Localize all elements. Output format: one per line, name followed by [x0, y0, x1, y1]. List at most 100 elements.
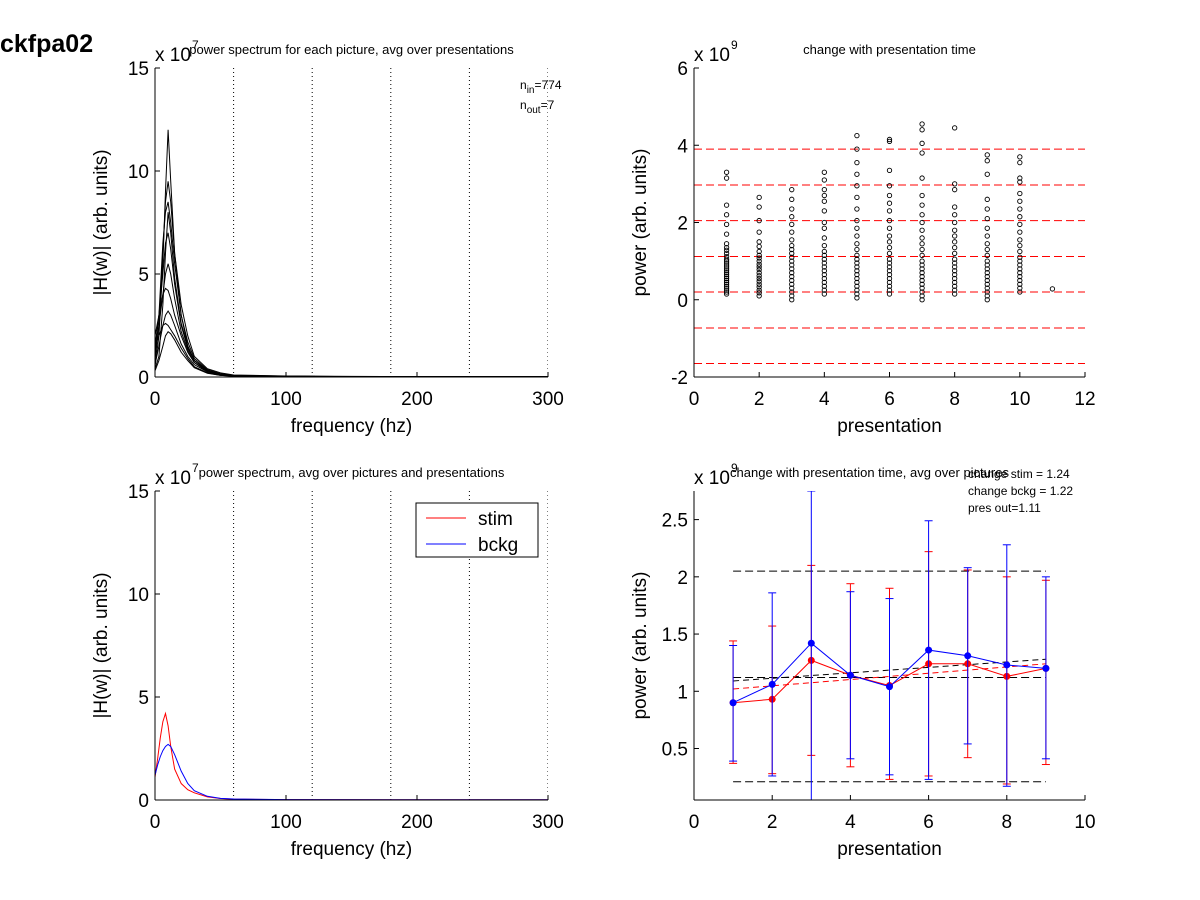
series-marker-bckg	[964, 652, 972, 660]
x-tick-label: 0	[689, 389, 700, 410]
scatter-point	[821, 177, 827, 183]
scatter-point	[854, 246, 860, 253]
scatter-point	[821, 268, 827, 274]
y-tick-label: 5	[138, 688, 149, 709]
scatter-point	[886, 233, 893, 239]
scatter-point	[723, 264, 730, 270]
scatter-point	[952, 268, 958, 274]
scatter-point	[1017, 266, 1023, 272]
scatter-point	[919, 121, 925, 127]
scatter-point	[952, 283, 958, 289]
scatter-point	[723, 262, 730, 268]
scatter-point	[984, 273, 990, 280]
scatter-point	[821, 287, 827, 293]
change-annotation: change stim = 1.24	[968, 467, 1070, 481]
scatter-point	[1017, 154, 1023, 160]
y-multiplier: x 10 7	[155, 461, 199, 489]
scatter-point	[723, 289, 730, 295]
scatter-point	[756, 273, 762, 279]
scatter-point	[919, 277, 925, 284]
series-line	[155, 181, 548, 377]
scatter-point	[756, 287, 762, 293]
x-tick-label: 200	[401, 389, 433, 410]
series-line	[155, 232, 548, 377]
series-line	[155, 310, 548, 377]
series-line-bckg	[155, 743, 548, 800]
scatter-point	[919, 175, 925, 181]
scatter-point	[984, 241, 990, 247]
scatter-point	[854, 264, 860, 270]
scatter-point	[854, 275, 860, 282]
scatter-point	[919, 281, 925, 287]
scatter-point	[756, 284, 762, 290]
series-line	[155, 263, 548, 377]
scatter-point	[723, 247, 730, 253]
scatter-point	[756, 239, 762, 245]
y-multiplier-exponent: 9	[731, 38, 738, 52]
scatter-point	[886, 268, 893, 274]
scatter-point	[886, 287, 893, 293]
y-tick-label: 15	[128, 59, 149, 80]
scatter-point	[756, 252, 762, 258]
scatter-point	[919, 289, 925, 295]
x-tick-label: 10	[1074, 812, 1095, 833]
scatter-point	[723, 241, 730, 247]
scatter-point	[952, 181, 958, 187]
scatter-point	[723, 244, 730, 251]
scatter-point	[854, 283, 860, 289]
plot-area	[155, 491, 548, 800]
legend: stim bckg	[415, 502, 539, 558]
scatter-point	[1017, 273, 1023, 280]
scatter-point	[886, 225, 893, 231]
y-axis-label: power (arb. units)	[630, 149, 651, 297]
scatter-point	[919, 202, 925, 208]
scatter-point	[821, 235, 827, 241]
scatter-point	[854, 171, 860, 177]
scatter-point	[821, 260, 827, 266]
scatter-point	[756, 204, 762, 210]
x-axis-label: frequency (hz)	[291, 839, 412, 860]
scatter-point	[886, 138, 893, 145]
scatter-point	[821, 192, 827, 199]
scatter-point	[886, 250, 893, 257]
scatter-point	[919, 285, 925, 291]
scatter-point	[952, 219, 958, 226]
scatter-point	[723, 212, 730, 218]
scatter-point	[919, 212, 925, 218]
scatter-point	[789, 187, 795, 193]
scatter-point	[886, 183, 893, 189]
scatter-point	[984, 281, 990, 287]
scatter-point	[1017, 289, 1023, 295]
scatter-point	[854, 206, 860, 212]
scatter-point	[789, 270, 795, 276]
scatter-point	[1017, 175, 1023, 181]
x-axis-label: frequency (hz)	[291, 416, 412, 437]
scatter-point	[723, 250, 730, 257]
change-annotation: change bckg = 1.22	[968, 484, 1073, 498]
chart-title: change with presentation time	[803, 42, 976, 57]
scatter-point	[886, 217, 893, 224]
chart-title: change with presentation time, avg over …	[730, 465, 1009, 480]
scatter-point	[854, 252, 860, 258]
scatter-point	[723, 268, 730, 274]
scatter-point	[821, 271, 827, 278]
y-tick-label: -2	[671, 368, 688, 389]
scatter-point	[886, 136, 893, 143]
scatter-point	[723, 260, 730, 266]
scatter-point	[1017, 206, 1023, 212]
scatter-point	[756, 229, 762, 235]
y-tick-label: 1.5	[662, 625, 688, 646]
scatter-point	[821, 279, 827, 286]
scatter-point	[854, 260, 860, 266]
scatter-point	[854, 291, 860, 297]
scatter-point	[756, 270, 762, 276]
scatter-point	[821, 252, 827, 258]
scatter-point	[723, 256, 730, 262]
scatter-point	[789, 221, 795, 228]
scatter-point	[854, 271, 860, 278]
scatter-point	[723, 202, 730, 208]
scatter-point	[919, 273, 925, 280]
scatter-point	[723, 221, 730, 228]
scatter-point	[789, 297, 795, 303]
scatter-point	[854, 217, 860, 224]
